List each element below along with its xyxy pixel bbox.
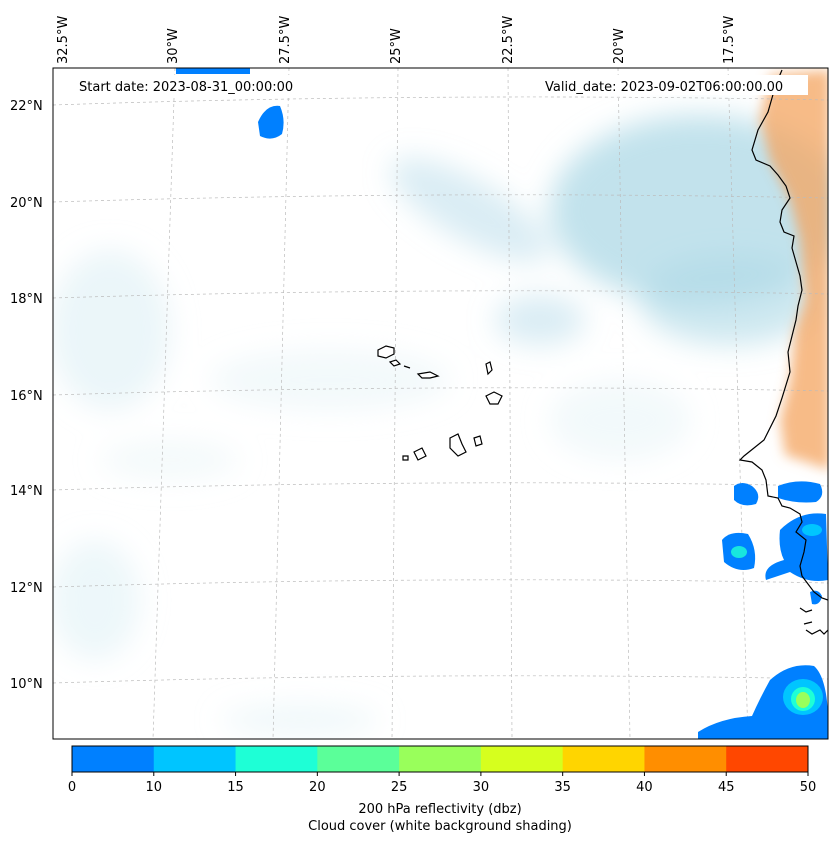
reflectivity-cell-13n-core xyxy=(731,546,747,558)
lat-tick-label: 16°N xyxy=(10,389,43,404)
colorbar-tick-label: 35 xyxy=(554,780,571,795)
reflectivity-cell-12n-core xyxy=(802,524,822,536)
longitude-tick-labels: 32.5°W 30°W 27.5°W 25°W 22.5°W 20°W 17.5… xyxy=(56,16,737,64)
colorbar-border xyxy=(71,745,809,773)
lat-tick-label: 12°N xyxy=(10,581,43,596)
parallel-12N xyxy=(53,579,828,588)
lon-tick-label: 30°W xyxy=(166,28,181,64)
colorbar-segment xyxy=(480,746,564,772)
cloud-cover-layer xyxy=(53,115,828,735)
cloud-wisps-west xyxy=(53,250,170,410)
island-sao-vicente xyxy=(388,359,402,367)
meridian-17-5W xyxy=(727,68,749,739)
parallel-10N xyxy=(53,675,828,684)
cloud-wisps-east-south xyxy=(550,380,690,460)
parallel-16N xyxy=(53,387,828,396)
valid-date-label: Valid_date: 2023-09-02T06:00:00.00 xyxy=(545,80,783,95)
meridian-30W xyxy=(152,68,176,739)
colorbar-segment xyxy=(153,746,237,772)
meridian-22-5W xyxy=(507,68,513,739)
colorbar: 0 10 15 20 25 30 35 40 45 50 xyxy=(68,745,817,795)
meridian-25W xyxy=(391,68,399,739)
colorbar-tick-label: 10 xyxy=(146,780,163,795)
coastline-layer xyxy=(377,69,828,635)
start-date-label: Start date: 2023-08-31_00:00:00 xyxy=(79,80,293,95)
lat-tick-label: 18°N xyxy=(10,292,43,307)
island-boa-vista xyxy=(485,391,503,405)
lon-tick-label: 32.5°W xyxy=(56,16,71,64)
lat-tick-label: 14°N xyxy=(10,484,43,499)
lon-tick-label: 22.5°W xyxy=(501,16,516,64)
valid-date-box xyxy=(538,75,808,95)
colorbar-segment xyxy=(235,746,318,772)
colorbar-tick-label: 15 xyxy=(227,780,244,795)
parallel-22N xyxy=(53,96,828,106)
lat-tick-label: 20°N xyxy=(10,196,43,211)
map-content xyxy=(53,68,828,739)
island-maio xyxy=(473,435,483,447)
colorbar-segment xyxy=(317,746,400,772)
reflectivity-cell-topedge xyxy=(176,68,250,74)
lat-tick-label: 10°N xyxy=(10,677,43,692)
parallel-18N xyxy=(53,290,828,299)
colorbar-segment xyxy=(399,746,482,772)
island-santiago xyxy=(449,433,467,457)
reflectivity-layer xyxy=(176,68,828,739)
island-santo-antao xyxy=(377,345,395,359)
latitude-tick-labels: 22°N 20°N 18°N 16°N 14°N 12°N 10°N xyxy=(10,99,43,692)
colorbar-tick-label: 50 xyxy=(800,780,817,795)
land-shading-west-africa xyxy=(760,70,828,470)
colorbar-segment xyxy=(72,746,155,772)
start-date-box xyxy=(70,75,314,95)
cloud-wisps-middle xyxy=(210,350,450,410)
reflectivity-cell-south-ring3 xyxy=(796,692,810,708)
colorbar-segment xyxy=(726,746,809,772)
meridian-27-5W xyxy=(272,68,290,739)
reflectivity-cell-14n xyxy=(734,483,759,506)
island-fogo xyxy=(413,447,427,461)
colorbar-segment xyxy=(562,746,645,772)
colorbar-tick-label: 45 xyxy=(718,780,735,795)
colorbar-tick-label: 25 xyxy=(391,780,408,795)
meridian-20W xyxy=(617,68,631,739)
parallel-14N xyxy=(53,482,828,491)
lon-tick-label: 17.5°W xyxy=(722,16,737,64)
cloud-mass-east xyxy=(640,255,820,345)
land-shading-layer xyxy=(760,70,828,470)
colorbar-segment xyxy=(644,746,727,772)
island-brava xyxy=(402,455,409,461)
island-sao-nicolau xyxy=(416,371,440,379)
island-santa-luzia xyxy=(403,365,411,369)
cloud-wisps-southwest xyxy=(53,540,140,660)
cloud-wisps-sw-2 xyxy=(100,440,240,480)
colorbar-tick-label: 20 xyxy=(309,780,326,795)
island-sal xyxy=(485,361,493,376)
parallel-20N xyxy=(53,194,828,203)
reflectivity-cell-11n xyxy=(810,590,822,605)
graticule xyxy=(53,68,828,739)
lon-tick-label: 27.5°W xyxy=(278,16,293,64)
lat-tick-label: 22°N xyxy=(10,99,43,114)
cloud-band-central xyxy=(390,158,550,262)
colorbar-tick-label: 40 xyxy=(636,780,653,795)
colorbar-tick-label: 30 xyxy=(473,780,490,795)
colorbar-label-line2: Cloud cover (white background shading) xyxy=(308,819,572,834)
colorbar-label-line1: 200 hPa reflectivity (dbz) xyxy=(358,802,521,817)
cloud-wisps-south xyxy=(220,705,380,735)
coastline-bissau-islands xyxy=(799,607,828,635)
lon-tick-label: 25°W xyxy=(389,28,404,64)
lon-tick-label: 20°W xyxy=(612,28,627,64)
reflectivity-cell-14n-east xyxy=(778,481,823,503)
reflectivity-cell-north xyxy=(258,105,284,139)
colorbar-tick-label: 0 xyxy=(68,780,76,795)
coastline-west-africa xyxy=(738,69,828,601)
map-border xyxy=(52,67,829,740)
cloud-band-central-2 xyxy=(495,295,585,345)
